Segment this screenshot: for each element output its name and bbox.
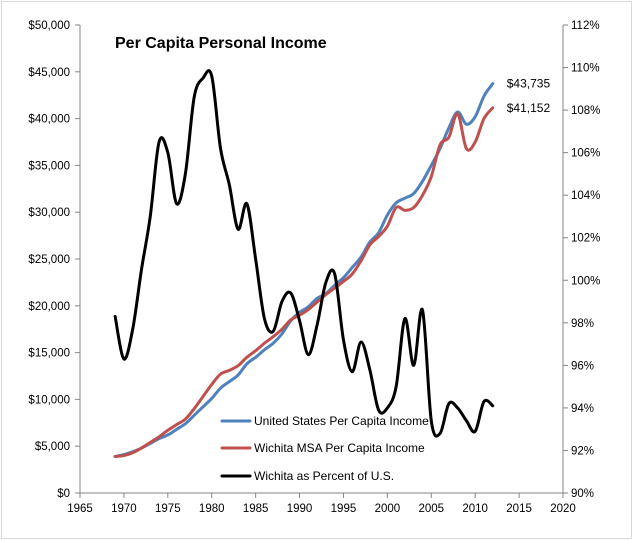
- y-tick-label: $25,000: [28, 254, 70, 266]
- y2-tick-label: 92%: [571, 445, 594, 457]
- y2-tick-label: 106%: [571, 148, 600, 160]
- y2-tick-label: 112%: [571, 20, 600, 32]
- y-tick-label: $0: [57, 488, 70, 500]
- y-tick-label: $35,000: [28, 160, 70, 172]
- y2-tick-label: 90%: [571, 488, 594, 500]
- series-line-wichita-msa: [113, 106, 495, 458]
- y2-tick-label: 108%: [571, 105, 600, 117]
- y-tick-label: $10,000: [28, 394, 70, 406]
- series-line-united-states: [113, 82, 495, 458]
- x-tick-label: 1985: [243, 503, 269, 515]
- y-tick-label: $40,000: [28, 114, 70, 126]
- y-tick-label: $5,000: [35, 441, 70, 453]
- series-line-wichita-percent: [113, 69, 495, 438]
- y-tick-label: $45,000: [28, 67, 70, 79]
- y-tick-label: $15,000: [28, 348, 70, 360]
- x-tick-label: 2020: [550, 503, 576, 515]
- y2-tick-label: 110%: [571, 63, 600, 75]
- end-value-label: $43,735: [507, 77, 551, 91]
- chart-title: Per Capita Personal Income: [115, 35, 327, 52]
- legend: United States Per Capita Income Wichita M…: [220, 414, 429, 483]
- y2-tick-label: 104%: [571, 190, 600, 202]
- legend-label: Wichita MSA Per Capita Income: [254, 441, 425, 455]
- x-tick-label: 2010: [462, 503, 488, 515]
- x-tick-label: 1995: [331, 503, 357, 515]
- y2-tick-label: 94%: [571, 403, 594, 415]
- legend-label: Wichita as Percent of U.S.: [254, 469, 394, 483]
- x-tick-label: 1965: [67, 503, 93, 515]
- x-tick-label: 2015: [506, 503, 532, 515]
- x-tick-label: 1980: [199, 503, 225, 515]
- y-tick-label: $20,000: [28, 301, 70, 313]
- end-value-label: $41,152: [507, 101, 551, 115]
- x-tick-label: 2005: [418, 503, 444, 515]
- y-tick-label: $50,000: [28, 20, 70, 32]
- legend-label: United States Per Capita Income: [254, 414, 429, 428]
- y2-tick-label: 102%: [571, 233, 600, 245]
- x-tick-label: 1970: [111, 503, 137, 515]
- axes: $0 $5,000 $10,000 $15,000 $20,000 $25,000 $30,…: [28, 20, 600, 515]
- y2-tick-label: 96%: [571, 360, 594, 372]
- x-tick-label: 1990: [287, 503, 313, 515]
- series-lines: [113, 69, 495, 458]
- y2-tick-label: 98%: [571, 318, 594, 330]
- x-tick-label: 2000: [375, 503, 401, 515]
- y-tick-label: $30,000: [28, 207, 70, 219]
- end-labels: $43,735 $41,152: [507, 77, 551, 115]
- y2-tick-label: 100%: [571, 275, 600, 287]
- x-tick-label: 1975: [155, 503, 181, 515]
